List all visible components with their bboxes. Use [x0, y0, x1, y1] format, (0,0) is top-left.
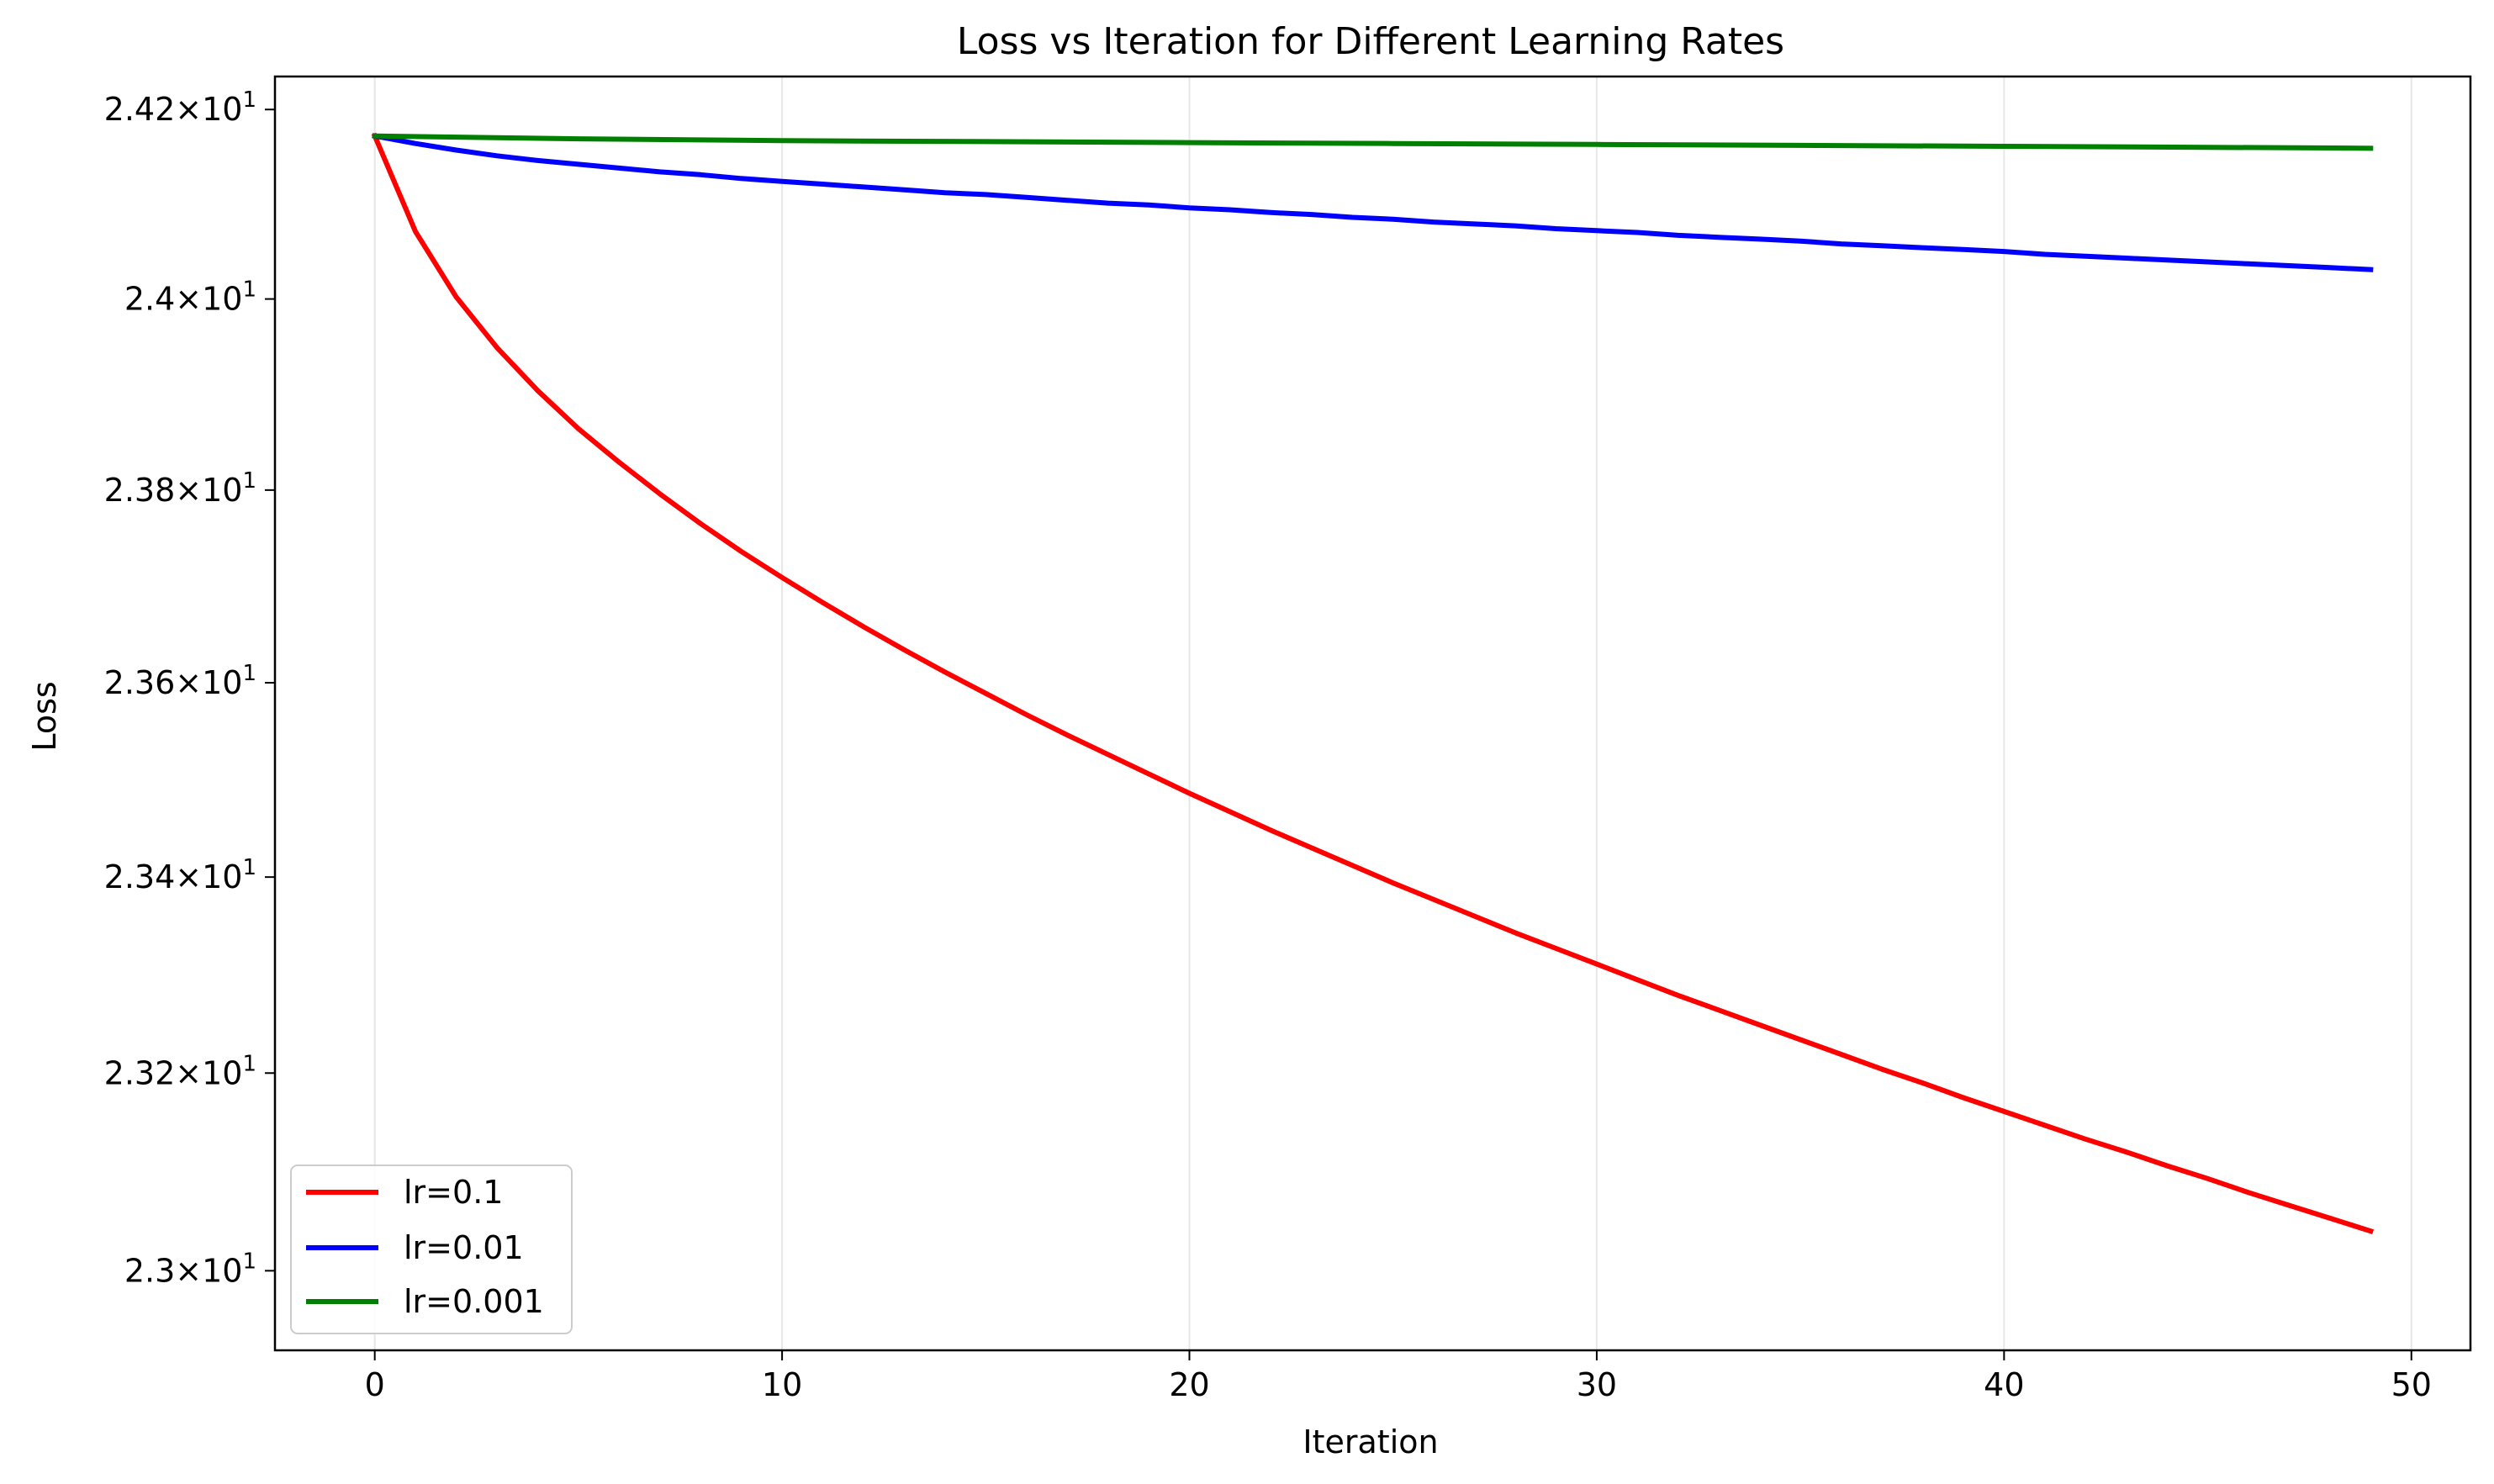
- y-tick-label: 2.32×101: [104, 1051, 256, 1091]
- legend-entry-lr-0-01: lr=0.01: [306, 1229, 524, 1266]
- legend-label: lr=0.001: [404, 1283, 544, 1320]
- y-axis-label: Loss: [26, 681, 63, 751]
- series-line-1: [372, 133, 2374, 272]
- x-axis: 0 10 20 30 40 50: [365, 1350, 2432, 1403]
- x-tick-label: 0: [365, 1366, 385, 1403]
- x-tick-label: 40: [1984, 1366, 2024, 1403]
- x-tick-label: 20: [1169, 1366, 1209, 1403]
- legend-label: lr=0.1: [404, 1174, 503, 1211]
- grid-layer: [373, 77, 2412, 1350]
- y-tick-label: 2.3×101: [124, 1249, 256, 1289]
- x-tick-label: 30: [1577, 1366, 1617, 1403]
- series-line-2: [372, 133, 2374, 151]
- y-tick-label: 2.4×101: [124, 277, 256, 318]
- legend-entry-lr-0-001: lr=0.001: [306, 1283, 544, 1320]
- series-line-0: [371, 132, 2375, 1234]
- legend: lr=0.1 lr=0.01 lr=0.001: [290, 1164, 573, 1334]
- x-axis-label: Iteration: [1302, 1423, 1438, 1460]
- chart-title: Loss vs Iteration for Different Learning…: [957, 20, 1784, 63]
- series-layer: [371, 132, 2375, 1234]
- y-tick-label: 2.42×101: [104, 87, 256, 128]
- legend-box: [290, 1164, 573, 1334]
- y-axis: 2.3×101 2.32×101 2.34×101 2.36×101 2.38×101 2…: [104, 87, 275, 1289]
- y-tick-label: 2.36×101: [104, 661, 256, 701]
- y-tick-label: 2.38×101: [104, 468, 256, 509]
- y-tick-label: 2.34×101: [104, 855, 256, 895]
- x-tick-label: 50: [2391, 1366, 2432, 1403]
- x-tick-label: 10: [762, 1366, 802, 1403]
- legend-label: lr=0.01: [404, 1229, 524, 1266]
- plot-frame: [273, 75, 2472, 1352]
- legend-entry-lr-0-1: lr=0.1: [306, 1174, 503, 1211]
